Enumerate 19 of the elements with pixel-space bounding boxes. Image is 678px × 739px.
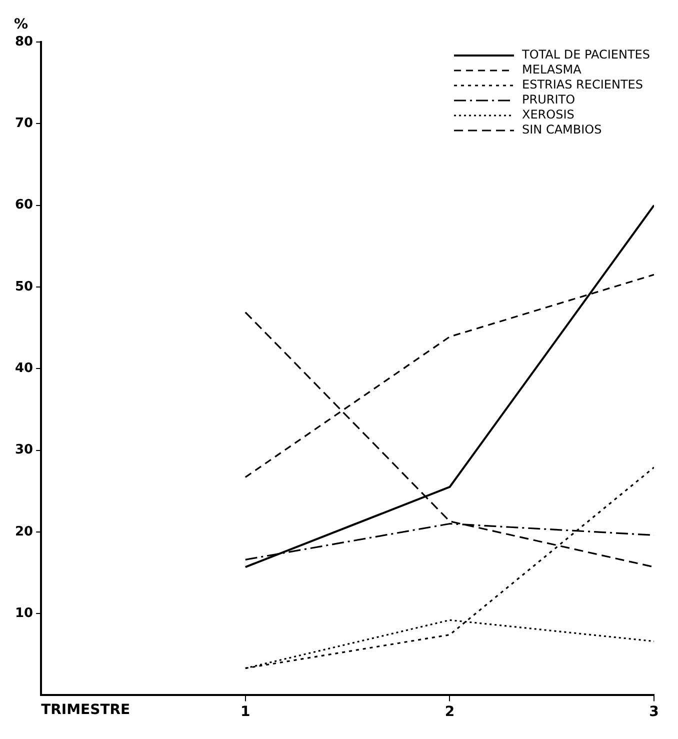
y-tick-label: 10 <box>14 606 34 621</box>
y-tick-label: 80 <box>14 34 34 50</box>
y-tick-label: 20 <box>14 524 34 540</box>
x-tick-label: 2 <box>444 704 455 720</box>
y-tick-label: 60 <box>14 198 34 213</box>
legend-label: MELASMA <box>522 62 582 77</box>
legend-label: ESTRIAS RECIENTES <box>522 78 643 92</box>
x-tick-label: 3 <box>649 704 659 720</box>
legend-label: SIN CAMBIOS <box>522 122 602 137</box>
legend-label: PRURITO <box>522 92 576 107</box>
x-tick-label: 1 <box>240 704 250 720</box>
x-axis-title: TRIMESTRE <box>41 702 130 718</box>
legend-label: TOTAL DE PACIENTES <box>521 48 650 62</box>
legend-label: XEROSIS <box>522 108 574 122</box>
y-tick-label: 50 <box>14 279 34 294</box>
y-tick-label: 40 <box>14 360 34 376</box>
y-tick-label: 30 <box>14 442 34 458</box>
y-tick-label: 70 <box>14 116 34 132</box>
y-axis-title: % <box>14 16 28 33</box>
